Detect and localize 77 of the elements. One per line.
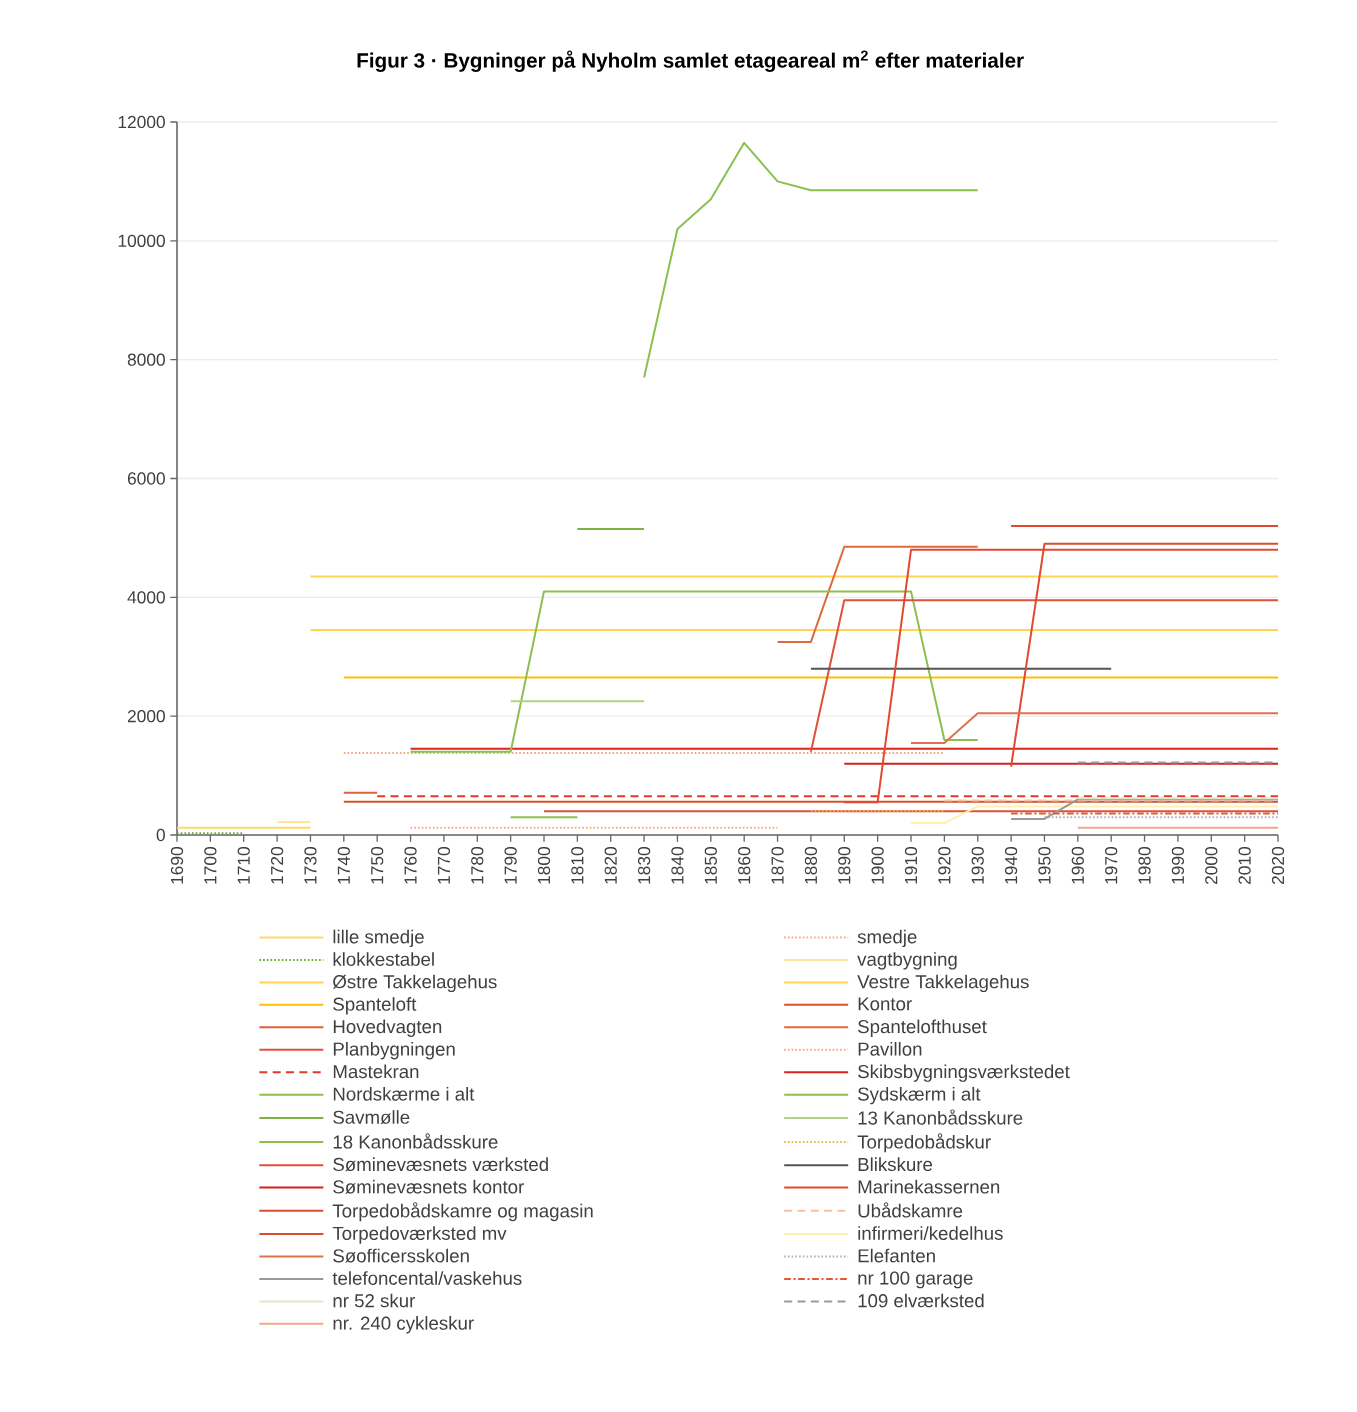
legend-label: telefoncental/vaskehus xyxy=(332,1271,522,1285)
legend-label: Torpedobådskur xyxy=(857,1133,991,1153)
x-tick-label: 1970 xyxy=(1105,847,1118,884)
legend-label: Mastekran xyxy=(333,1064,419,1079)
x-tick-label: 1730 xyxy=(304,847,317,884)
legend-label: nr 52 skur xyxy=(333,1293,416,1308)
legend-label: 13 Kanonbådsskure xyxy=(858,1109,1023,1125)
x-tick-label: 1880 xyxy=(804,847,818,884)
x-tick-label: 1710 xyxy=(237,847,250,884)
legend-label: Nordskærme i alt xyxy=(333,1086,475,1101)
x-tick-label: 1990 xyxy=(1171,847,1185,884)
y-tick-label: 4000 xyxy=(127,591,165,604)
x-tick-label: 1930 xyxy=(971,847,984,884)
legend-label: Hovedvagten xyxy=(333,1019,442,1037)
x-tick-label: 1790 xyxy=(504,847,517,884)
x-tick-label: 1810 xyxy=(571,847,584,884)
legend-label: vagtbygning xyxy=(857,952,957,970)
legend-label: 109 elværksted xyxy=(858,1293,984,1308)
legend-label: Ubådskamre xyxy=(858,1202,963,1218)
legend-label: Søofficersskolen xyxy=(333,1248,469,1263)
legend-label: Søminevæsnets værksted xyxy=(333,1157,548,1172)
y-tick-label: 12000 xyxy=(118,115,165,129)
x-tick-label: 1740 xyxy=(337,847,350,884)
x-tick-label: 1840 xyxy=(671,847,684,884)
legend-label: Planbygningen xyxy=(333,1042,455,1060)
legend-label: Elefanten xyxy=(858,1248,935,1263)
x-tick-label: 1700 xyxy=(204,847,217,884)
legend-label: Vestre Takkelagehus xyxy=(857,974,1029,993)
legend-label: Marinekassernen xyxy=(858,1179,1000,1194)
x-tick-label: 1830 xyxy=(637,847,651,884)
legend-label: klokkestabel xyxy=(333,952,434,966)
legend-label: Savmølle xyxy=(333,1110,410,1125)
x-tick-label: 1960 xyxy=(1071,847,1084,884)
legend-label: Blikskure xyxy=(858,1157,933,1172)
x-tick-label: 2020 xyxy=(1271,847,1285,885)
legend-label: Skibsbygningsværkstedet xyxy=(858,1064,1070,1082)
x-tick-label: 1750 xyxy=(371,847,384,884)
legend-label: Kontor xyxy=(858,997,912,1011)
legend-label: Østre Takkelagehus xyxy=(332,974,497,993)
chart-title: Figur 3 · Bygninger på Nyholm samlet etageareal m$^{2}$ efter materialer xyxy=(357,50,1024,72)
legend-label: nr 100 garage xyxy=(858,1271,973,1289)
x-tick-label: 1900 xyxy=(871,847,884,884)
x-tick-label: 1760 xyxy=(404,847,417,884)
legend-label: infirmeri/kedelhus xyxy=(858,1226,1003,1240)
legend-label: Spantelofthuset xyxy=(858,1019,987,1037)
y-tick-label: 2000 xyxy=(127,710,165,723)
x-tick-label: 1690 xyxy=(170,847,184,884)
x-tick-label: 1920 xyxy=(938,847,951,884)
x-tick-label: 1850 xyxy=(704,847,717,884)
x-tick-label: 1890 xyxy=(838,847,851,884)
x-tick-label: 1800 xyxy=(537,847,551,884)
x-tick-label: 2010 xyxy=(1238,847,1251,885)
legend-label: Spanteloft xyxy=(333,997,417,1015)
y-tick-label: 6000 xyxy=(127,472,165,485)
y-tick-label: 8000 xyxy=(127,353,165,366)
x-tick-label: 1940 xyxy=(1004,847,1018,884)
x-tick-label: 1820 xyxy=(604,847,617,884)
legend-label: smedje xyxy=(857,929,917,948)
legend-label: Torpedoværksted mv xyxy=(332,1226,507,1244)
legend-label: Søminevæsnets kontor xyxy=(333,1179,524,1194)
x-tick-label: 1770 xyxy=(437,847,451,884)
x-tick-label: 1860 xyxy=(738,847,751,884)
legend-label: nr. 240 cykleskur xyxy=(333,1316,474,1334)
legend-label: Pavillon xyxy=(858,1042,922,1056)
x-tick-label: 1780 xyxy=(471,847,484,884)
x-tick-label: 1910 xyxy=(904,847,918,884)
legend-label: 18 Kanonbådsskure xyxy=(333,1133,498,1149)
y-tick-label: 10000 xyxy=(118,234,165,247)
legend-label: lille smedje xyxy=(333,929,424,948)
x-tick-label: 1720 xyxy=(270,847,284,884)
y-tick-label: 0 xyxy=(156,828,165,842)
x-tick-label: 2000 xyxy=(1205,847,1218,885)
legend-label: Torpedobådskamre og magasin xyxy=(332,1202,593,1222)
legend-label: Sydskærm i alt xyxy=(858,1086,981,1105)
x-tick-label: 1980 xyxy=(1138,847,1151,884)
x-tick-label: 1870 xyxy=(771,847,784,884)
x-tick-label: 1950 xyxy=(1038,847,1051,884)
